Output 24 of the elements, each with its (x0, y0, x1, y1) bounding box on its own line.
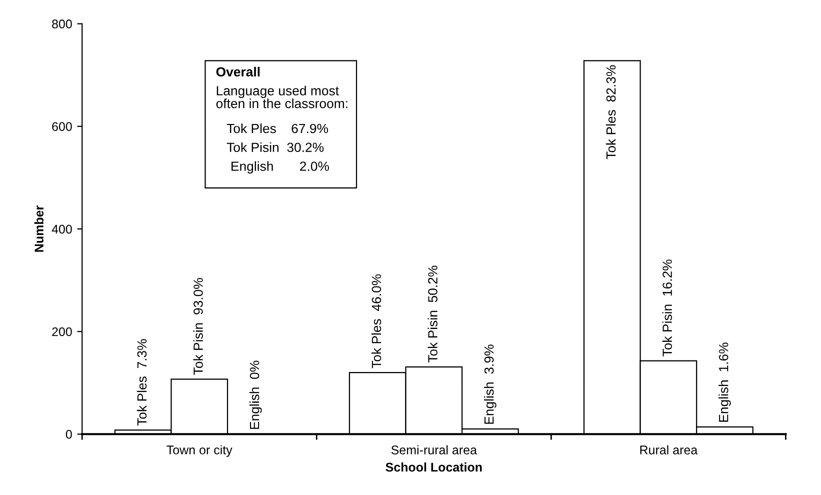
data-label: Tok Pisin 93.0% (193, 278, 203, 375)
annotation: Tok Ples 67.9% (226, 123, 328, 134)
annotation: Overall (216, 66, 260, 77)
data-label: Tok Ples 7.3% (136, 339, 147, 426)
data-label: Tok Pisin 50.2% (428, 266, 438, 363)
y-tick-label: 200 (52, 327, 72, 336)
x-tick-label: Semi-rural area (391, 445, 477, 454)
data-label: English 0% (250, 360, 262, 429)
data-label: Tok Ples 46.0% (371, 274, 382, 368)
annotation: Language used most often in the classroom: (216, 86, 348, 108)
x-tick-label: Town or city (166, 445, 232, 457)
y-axis-title: Number (34, 206, 44, 252)
data-label: English 3.9% (484, 344, 496, 424)
data-label: English 1.6% (718, 342, 731, 422)
annotation: Tok Pisin 30.2% (226, 142, 324, 152)
data-label: Tok Pisin 16.2% (662, 260, 672, 356)
x-axis-title: School Location (386, 462, 482, 472)
data-label: Tok Ples 82.3% (606, 65, 616, 160)
y-tick-label: 800 (52, 20, 72, 28)
y-tick-label: 0 (66, 430, 72, 439)
y-tick-label: 400 (52, 224, 72, 234)
annotation: English 2.0% (232, 161, 329, 174)
x-tick-label: Rural area (640, 445, 698, 454)
y-tick-label: 600 (52, 122, 72, 131)
